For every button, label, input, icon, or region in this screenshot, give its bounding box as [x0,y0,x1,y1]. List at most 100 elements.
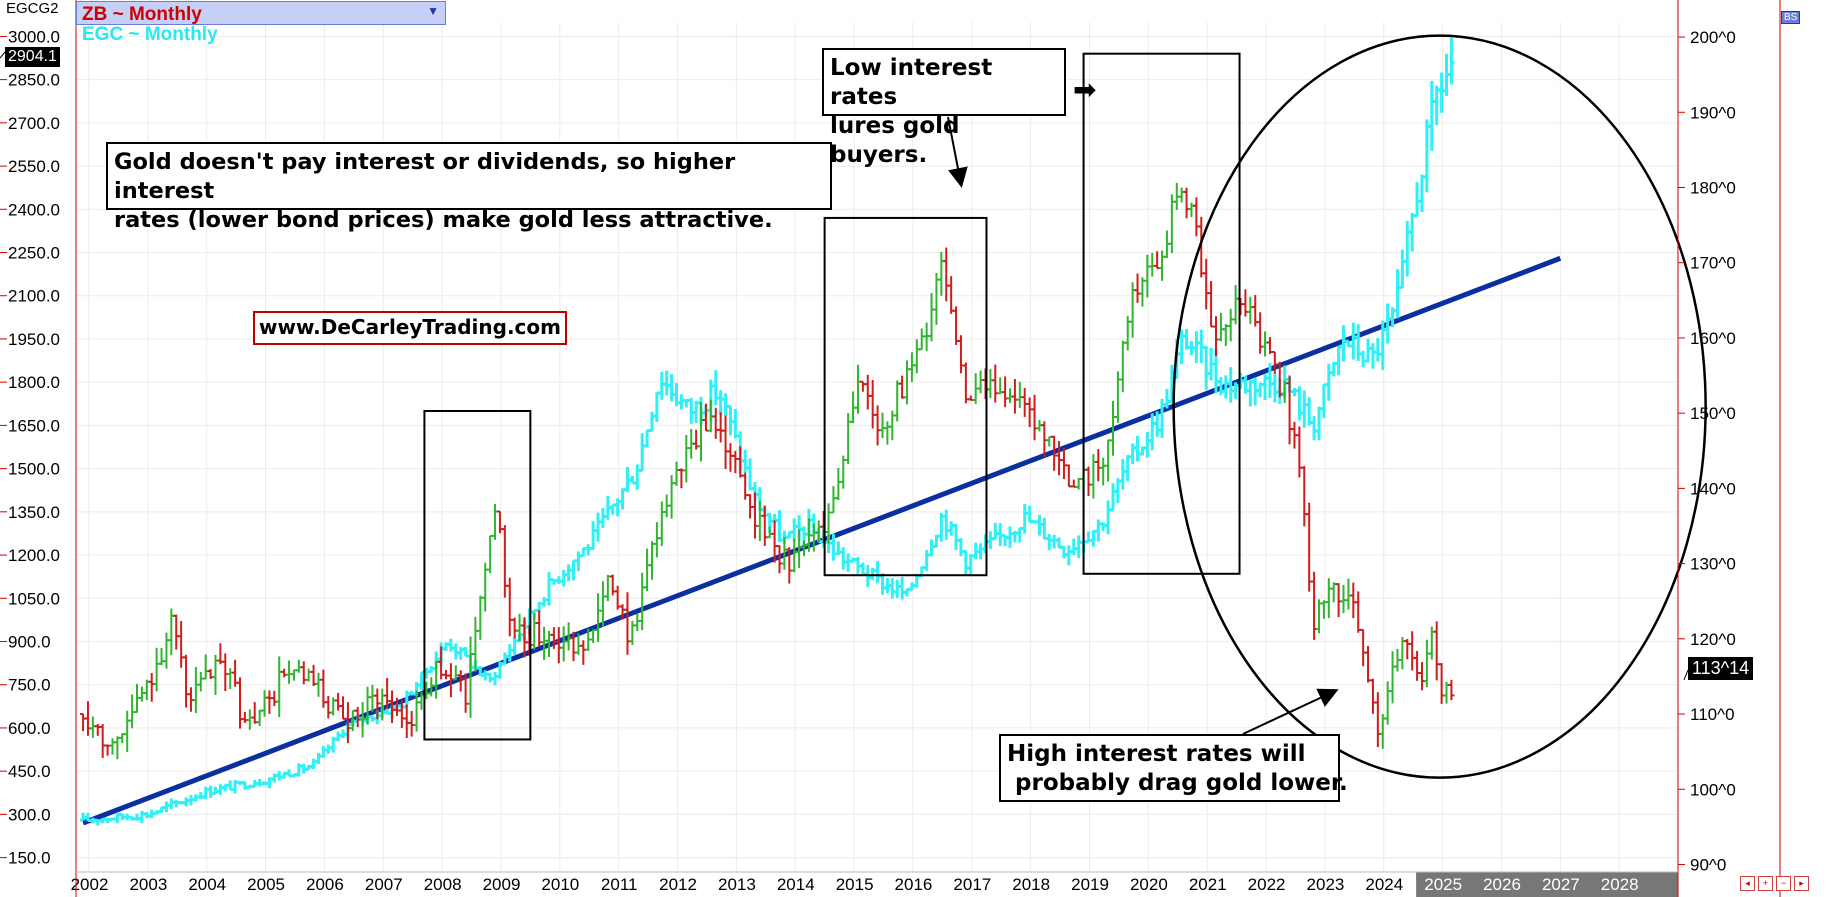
zoom-out-icon[interactable]: − [1776,876,1791,891]
gold-bar [1149,413,1156,451]
bond-bar [648,541,655,580]
bond-bar [408,711,415,737]
x-tick-label: 2022 [1248,875,1286,894]
bond-bar [658,501,665,547]
bond-bar [511,617,518,639]
bond-bar [148,672,155,702]
gold-bar [1193,331,1200,364]
bond-bar [1345,578,1352,610]
bond-bar [251,702,258,724]
bond-bar [241,711,248,723]
bond-bar [962,362,969,404]
right-tick-label: 200^0 [1690,28,1736,47]
gold-bar [207,785,214,798]
bond-bar [634,613,641,632]
gold-bar [1296,386,1303,421]
bond-bar [281,668,288,678]
website-label[interactable]: www.DeCarleyTrading.com [253,311,567,345]
gold-bar [1418,174,1425,212]
x-tick-label: 2020 [1130,875,1168,894]
bond-bar [1365,645,1372,683]
divergence-ellipse [1172,34,1707,779]
gold-bar [217,784,224,795]
bond-bar [1183,187,1190,219]
gold-bar [1374,337,1381,362]
bond-bar [1041,421,1048,457]
x-tick-label: 2010 [541,875,579,894]
bond-bar [1296,426,1303,478]
bond-bar [290,669,297,681]
gold-bar [957,538,964,557]
gold-series [80,37,1455,826]
bond-bar [369,684,376,712]
left-tick-label: 3000.0 [8,27,60,46]
gold-bar [1428,80,1435,151]
left-tick-label: 900.0 [8,632,51,651]
bond-bar [124,710,131,752]
bond-bar [1438,663,1445,704]
bond-series [80,182,1455,760]
highlight-boxes [423,52,1241,741]
gold-bar [1247,379,1254,407]
gold-bar [560,569,567,587]
bs-badge[interactable]: BS [1781,11,1801,24]
bond-bar [1227,308,1234,342]
high-rates-note: High interest rates will probably drag g… [999,734,1348,802]
bond-bar [1070,479,1077,488]
bond-bar [492,504,499,540]
scroll-left-icon[interactable]: ◂ [1740,876,1755,891]
left-tick-label: 2850.0 [8,71,60,90]
gold-interest-note: Gold doesn't pay interest or dividends, … [106,142,832,233]
high-note-line1: High interest rates will [1007,741,1306,767]
bond-bar [1208,281,1215,328]
x-tick-label: 2006 [306,875,344,894]
left-tick-label: 300.0 [8,805,51,824]
chevron-down-icon[interactable]: ▼ [427,4,439,18]
gold-bar [1007,526,1014,548]
bond-bar [639,572,646,631]
gold-note-line2: rates (lower bond prices) make gold less… [114,207,773,233]
bond-bar [1247,296,1254,324]
bond-bar [624,592,631,655]
zoom-in-icon[interactable]: + [1758,876,1773,891]
bond-bar [1144,254,1151,298]
bond-bar [1262,331,1269,357]
right-tick-label: 150^0 [1690,404,1736,423]
scroll-right-icon[interactable]: ▸ [1794,876,1809,891]
bond-bar [830,486,837,514]
bond-bar [1355,591,1362,633]
bond-bar [835,467,842,501]
x-tick-label: 2016 [895,875,933,894]
bond-bar [84,701,91,736]
symbol-dropdown[interactable]: ZB ~ Monthly ▼ [76,1,446,25]
gold-bar [599,508,606,529]
gold-bar [1134,436,1141,462]
right-tick-label: 90^0 [1690,855,1726,874]
left-tick-label: 1800.0 [8,373,60,392]
bond-bar [325,695,332,719]
bond-bar [1374,692,1381,748]
bond-bar [1021,387,1028,417]
bond-bar [89,716,96,739]
x-tick-label: 2011 [601,875,638,894]
bond-bar [1134,273,1141,303]
left-tick-label: 1950.0 [8,330,60,349]
bond-bar [80,713,87,732]
bond-bar [310,664,317,687]
x-tick-label: 2028 [1601,875,1639,894]
bond-bar [1159,250,1166,281]
bond-bar [1203,258,1210,310]
gold-bar [1433,85,1440,126]
bond-bar [908,352,915,382]
gold-bar [1423,119,1430,193]
gold-bar [1311,416,1318,441]
gold-bar [590,521,597,550]
gold-bar [923,550,930,571]
gold-bar [776,510,783,543]
gold-bar [1051,534,1058,549]
right-tick-label: 130^0 [1690,555,1736,574]
left-tick-label: 1650.0 [8,416,60,435]
left-tick-label: 2700.0 [8,114,60,133]
bond-bar [276,656,283,718]
